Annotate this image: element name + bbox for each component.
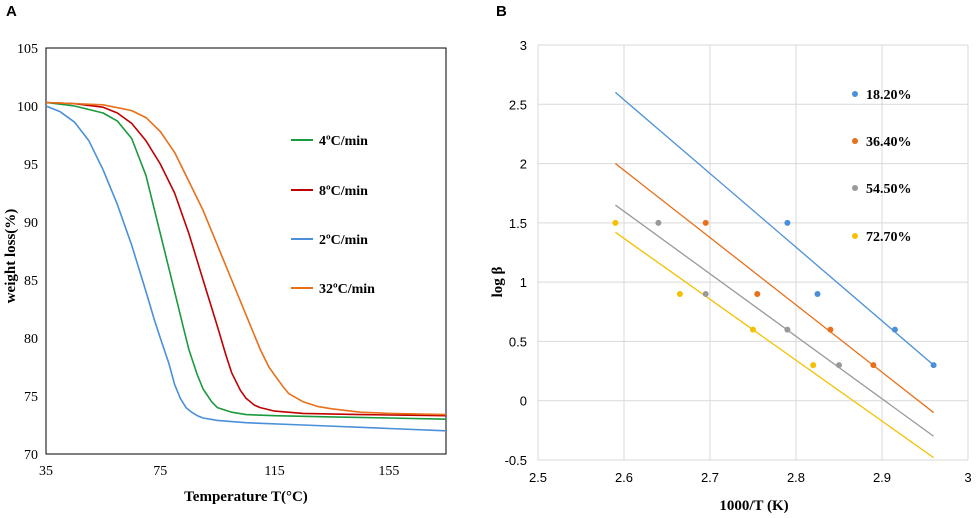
legend-marker — [852, 185, 858, 191]
legend-entry: 36.40% — [866, 135, 912, 150]
y-tick-label: 2.5 — [509, 97, 527, 112]
legend-entry: 54.50% — [866, 182, 912, 197]
x-tick-label: 3 — [964, 470, 971, 485]
y-tick-label: 3 — [520, 38, 527, 53]
legend-marker — [852, 91, 858, 97]
legend-entry: 72.70% — [866, 230, 912, 245]
x-axis-label: Temperature T(°C) — [184, 489, 308, 505]
y-tick-label: 70 — [24, 448, 38, 463]
panel-a-label: A — [6, 3, 17, 20]
y-tick-label: 95 — [24, 158, 38, 173]
x-tick-label: 2.7 — [701, 470, 719, 485]
y-tick-label: 100 — [17, 100, 38, 115]
data-point — [612, 219, 619, 226]
data-point — [784, 219, 791, 226]
y-tick-label: 0 — [520, 394, 527, 409]
data-point — [810, 362, 817, 369]
panel-b-label: B — [496, 3, 507, 20]
x-tick-label: 2.5 — [529, 470, 547, 485]
y-tick-label: 80 — [24, 332, 38, 347]
trend-line — [614, 163, 935, 414]
legend-marker — [852, 233, 858, 239]
data-point — [870, 362, 877, 369]
data-point — [891, 326, 898, 333]
legend-entry: 4ºC/min — [319, 134, 368, 149]
x-tick-label: 115 — [264, 464, 284, 479]
series-line — [45, 101, 447, 417]
x-tick-label: 155 — [378, 464, 399, 479]
data-point — [655, 219, 662, 226]
x-tick-label: 35 — [39, 464, 53, 479]
y-tick-label: 0.5 — [509, 334, 527, 349]
data-point — [836, 362, 842, 369]
series-line — [45, 101, 447, 416]
series-line — [45, 101, 447, 420]
y-tick-label: 1.5 — [509, 216, 527, 231]
panel-b-chart: B -0.5 0 0.5 1 1.5 2 2.5 3 2.5 2.6 2.7 2.8 2.9 3 18.2… — [490, 3, 972, 514]
y-tick-label: 2 — [520, 157, 527, 172]
data-point — [702, 219, 709, 226]
data-point — [930, 362, 937, 369]
data-point — [827, 326, 834, 333]
trend-line — [614, 91, 935, 366]
trend-line — [615, 231, 934, 459]
y-tick-label: 75 — [24, 390, 38, 405]
x-axis-label: 1000/T (K) — [719, 498, 788, 514]
trend-line — [615, 204, 934, 437]
data-point — [676, 291, 683, 297]
x-tick-label: 2.9 — [873, 470, 891, 485]
data-point — [784, 326, 791, 333]
y-tick-label: 1 — [520, 275, 527, 290]
y-tick-label: 90 — [24, 216, 38, 231]
x-tick-label: 75 — [153, 464, 167, 479]
data-point — [702, 291, 709, 297]
legend-entry: 32ºC/min — [319, 282, 375, 297]
panel-a-chart: A 70 75 80 85 90 95 100 105 35 75 115 155 4ºC/min 8º… — [3, 3, 447, 505]
y-axis-label: log β — [490, 266, 506, 297]
y-axis-label: weight loss(%) — [3, 209, 19, 304]
x-tick-label: 2.6 — [615, 470, 633, 485]
panel-a-plot-area — [45, 47, 447, 455]
legend-entry: 8ºC/min — [319, 184, 368, 199]
legend-marker — [852, 138, 858, 144]
data-point — [750, 326, 756, 333]
y-tick-label: 105 — [17, 42, 38, 57]
series-line — [45, 105, 447, 432]
data-point — [814, 291, 821, 297]
y-tick-label: -0.5 — [505, 453, 527, 468]
y-tick-label: 85 — [24, 274, 38, 289]
legend-entry: 2ºC/min — [319, 233, 368, 248]
data-point — [754, 291, 761, 297]
legend-entry: 18.20% — [866, 88, 912, 103]
x-tick-label: 2.8 — [787, 470, 805, 485]
